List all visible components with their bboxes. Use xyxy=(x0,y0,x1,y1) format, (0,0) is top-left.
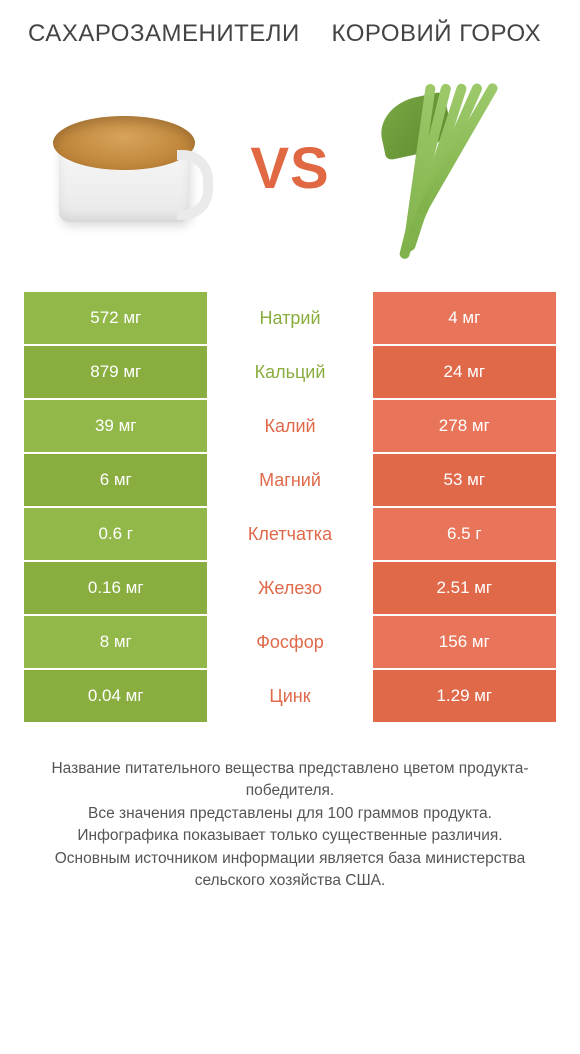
product-right-title: Коровий горох xyxy=(317,20,556,48)
nutrient-label: Фосфор xyxy=(207,616,372,668)
value-right: 2.51 мг xyxy=(373,562,556,614)
value-right: 278 мг xyxy=(373,400,556,452)
table-row: 0.04 мгЦинк1.29 мг xyxy=(24,670,556,722)
value-right: 4 мг xyxy=(373,292,556,344)
value-left: 0.6 г xyxy=(24,508,207,560)
sugar-cup-icon xyxy=(59,144,189,222)
value-left: 6 мг xyxy=(24,454,207,506)
table-row: 6 мгМагний53 мг xyxy=(24,454,556,506)
table-row: 572 мгНатрий4 мг xyxy=(24,292,556,344)
green-beans-icon xyxy=(376,78,536,258)
value-left: 39 мг xyxy=(24,400,207,452)
table-row: 879 мгКальций24 мг xyxy=(24,346,556,398)
vs-label: VS xyxy=(250,135,329,202)
nutrient-label: Цинк xyxy=(207,670,372,722)
value-right: 24 мг xyxy=(373,346,556,398)
table-row: 39 мгКалий278 мг xyxy=(24,400,556,452)
value-left: 879 мг xyxy=(24,346,207,398)
nutrient-label: Калий xyxy=(207,400,372,452)
product-right-image xyxy=(356,68,556,268)
value-right: 53 мг xyxy=(373,454,556,506)
table-row: 0.6 гКлетчатка6.5 г xyxy=(24,508,556,560)
value-left: 8 мг xyxy=(24,616,207,668)
footer-line: Все значения представлены для 100 граммо… xyxy=(40,803,540,825)
footer-line: Название питательного вещества представл… xyxy=(40,758,540,803)
value-right: 6.5 г xyxy=(373,508,556,560)
value-right: 156 мг xyxy=(373,616,556,668)
nutrient-label: Кальций xyxy=(207,346,372,398)
table-row: 0.16 мгЖелезо2.51 мг xyxy=(24,562,556,614)
product-left-image xyxy=(24,68,224,268)
nutrient-label: Натрий xyxy=(207,292,372,344)
images-row: VS xyxy=(24,68,556,268)
comparison-header: Сахарозаменители Коровий горох xyxy=(24,20,556,48)
value-left: 572 мг xyxy=(24,292,207,344)
nutrient-label: Железо xyxy=(207,562,372,614)
nutrient-table: 572 мгНатрий4 мг879 мгКальций24 мг39 мгК… xyxy=(24,292,556,722)
nutrient-label: Магний xyxy=(207,454,372,506)
value-right: 1.29 мг xyxy=(373,670,556,722)
product-left-title: Сахарозаменители xyxy=(24,20,263,48)
value-left: 0.04 мг xyxy=(24,670,207,722)
nutrient-label: Клетчатка xyxy=(207,508,372,560)
footer-line: Основным источником информации является … xyxy=(40,848,540,893)
footer-line: Инфографика показывает только существенн… xyxy=(40,825,540,847)
footer-notes: Название питательного вещества представл… xyxy=(24,758,556,909)
table-row: 8 мгФосфор156 мг xyxy=(24,616,556,668)
value-left: 0.16 мг xyxy=(24,562,207,614)
